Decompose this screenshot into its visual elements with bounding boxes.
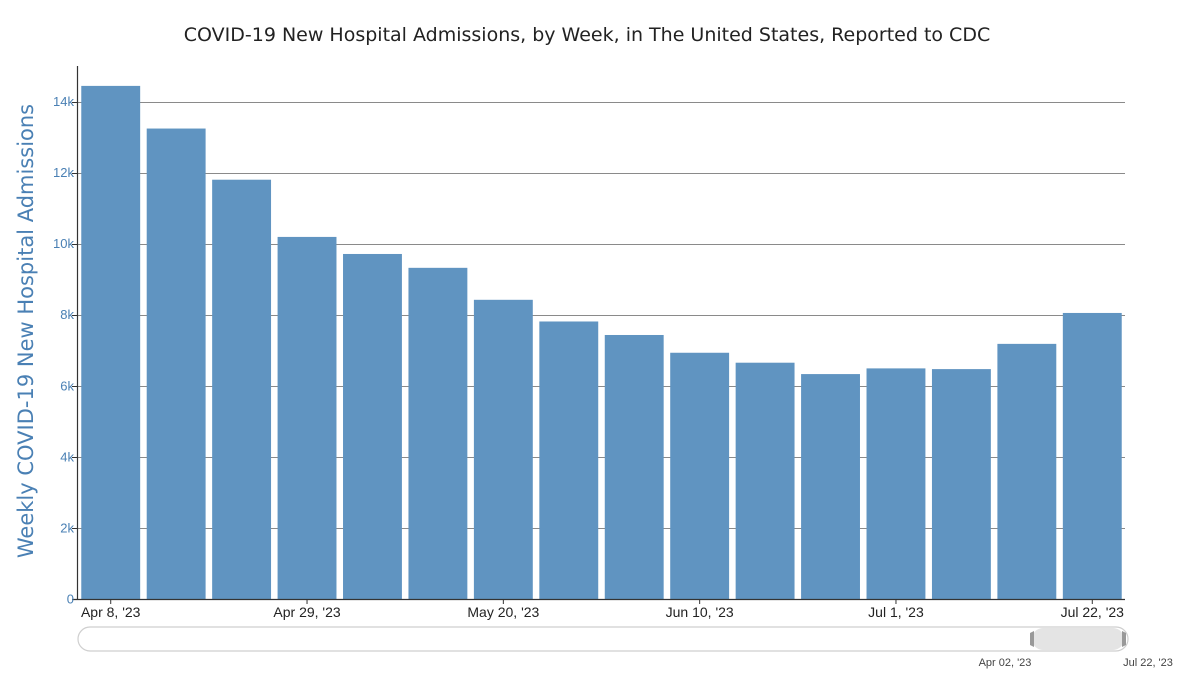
bars[interactable] xyxy=(81,85,1122,600)
y-tick-label-4: 8k xyxy=(60,307,74,322)
x-tick-label-5: Jul 22, '23 xyxy=(1061,604,1125,620)
bar-2[interactable] xyxy=(212,179,272,599)
x-tick-labels: Apr 8, '23 Apr 29, '23 May 20, '23 Jun 10, … xyxy=(81,599,1124,620)
range-handle-right[interactable] xyxy=(1122,631,1126,647)
bar-10[interactable] xyxy=(735,362,795,599)
x-tick-label-4: Jul 1, '23 xyxy=(868,604,924,620)
y-axis-label: Weekly COVID-19 New Hospital Admissions xyxy=(14,104,38,558)
bar-0[interactable] xyxy=(81,85,141,599)
bar-12[interactable] xyxy=(866,368,926,599)
bar-3[interactable] xyxy=(277,236,337,599)
chart-title: COVID-19 New Hospital Admissions, by Wee… xyxy=(184,24,990,46)
bar-9[interactable] xyxy=(670,352,730,599)
bar-7[interactable] xyxy=(539,321,599,599)
bar-8[interactable] xyxy=(604,334,664,599)
x-tick-label-3: Jun 10, '23 xyxy=(666,604,734,620)
range-handle-left[interactable] xyxy=(1030,631,1034,647)
bar-11[interactable] xyxy=(801,374,860,599)
bar-13[interactable] xyxy=(931,369,991,599)
x-tick-label-1: Apr 29, '23 xyxy=(273,604,340,620)
range-slider-window[interactable] xyxy=(1032,628,1124,650)
y-tick-label-1: 2k xyxy=(60,520,74,535)
bar-14[interactable] xyxy=(997,343,1057,599)
y-tick-label-2: 4k xyxy=(60,449,74,464)
range-slider[interactable]: Apr 02, '23 Jul 22, '23 xyxy=(77,626,1173,669)
axes xyxy=(72,66,1125,601)
y-tick-label-6: 12k xyxy=(53,165,74,180)
x-tick-label-0: Apr 8, '23 xyxy=(81,604,141,620)
x-tick-label-2: May 20, '23 xyxy=(467,604,539,620)
y-tick-labels: 0 2k 4k 6k 8k 10k 12k 14k xyxy=(53,94,78,607)
range-start-label: Apr 02, '23 xyxy=(979,657,1032,669)
bar-6[interactable] xyxy=(473,299,533,599)
bar-15[interactable] xyxy=(1062,312,1122,599)
y-tick-label-0: 0 xyxy=(67,592,74,607)
range-slider-track[interactable] xyxy=(77,626,1129,652)
bar-1[interactable] xyxy=(146,128,206,599)
y-tick-label-3: 6k xyxy=(60,378,74,393)
range-end-label: Jul 22, '23 xyxy=(1123,657,1173,669)
bar-4[interactable] xyxy=(343,253,402,600)
bar-5[interactable] xyxy=(408,267,468,599)
y-tick-label-7: 14k xyxy=(53,94,74,109)
y-tick-label-5: 10k xyxy=(53,236,74,251)
